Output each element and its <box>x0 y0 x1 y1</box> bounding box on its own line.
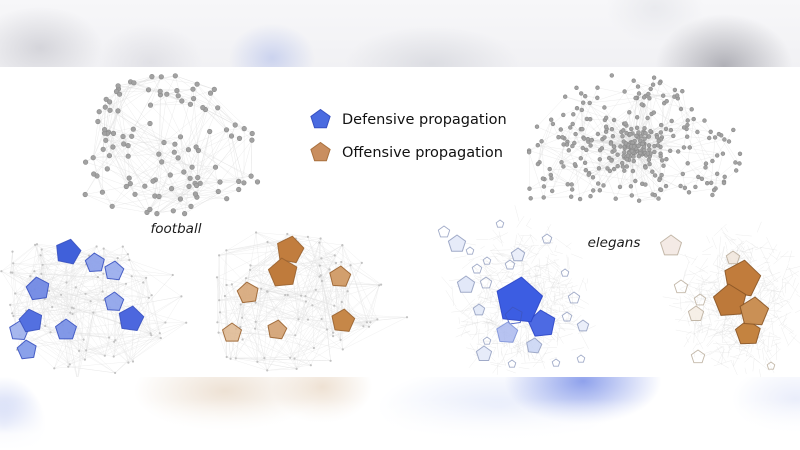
legend: Defensive propagation Offensive propagat… <box>309 108 507 164</box>
elegans-network-label: elegans <box>587 235 641 251</box>
elegans-graph <box>526 73 743 203</box>
elegans-defensive-graph <box>437 205 596 375</box>
legend-label-offensive: Offensive propagation <box>342 144 503 161</box>
offensive-pentagon-icon <box>310 141 331 162</box>
football-offensive-pentagons <box>222 235 356 342</box>
football-network-label: football <box>150 221 202 237</box>
football-graph <box>82 73 261 217</box>
blurred-letterbox-bottom <box>0 377 800 450</box>
football-defensive-graph <box>0 238 188 381</box>
elegans-offensive-graph <box>660 221 800 379</box>
defensive-pentagon-icon <box>310 108 331 129</box>
legend-label-defensive: Defensive propagation <box>342 111 507 128</box>
blurred-letterbox-top <box>0 0 800 67</box>
football-defensive-pentagons <box>9 238 145 360</box>
legend-item-defensive: Defensive propagation <box>309 108 507 131</box>
elegans-offensive-pentagons <box>660 234 776 370</box>
football-offensive-graph <box>215 231 409 372</box>
legend-item-offensive: Offensive propagation <box>309 141 507 164</box>
elegans-defensive-pentagons <box>437 219 590 368</box>
